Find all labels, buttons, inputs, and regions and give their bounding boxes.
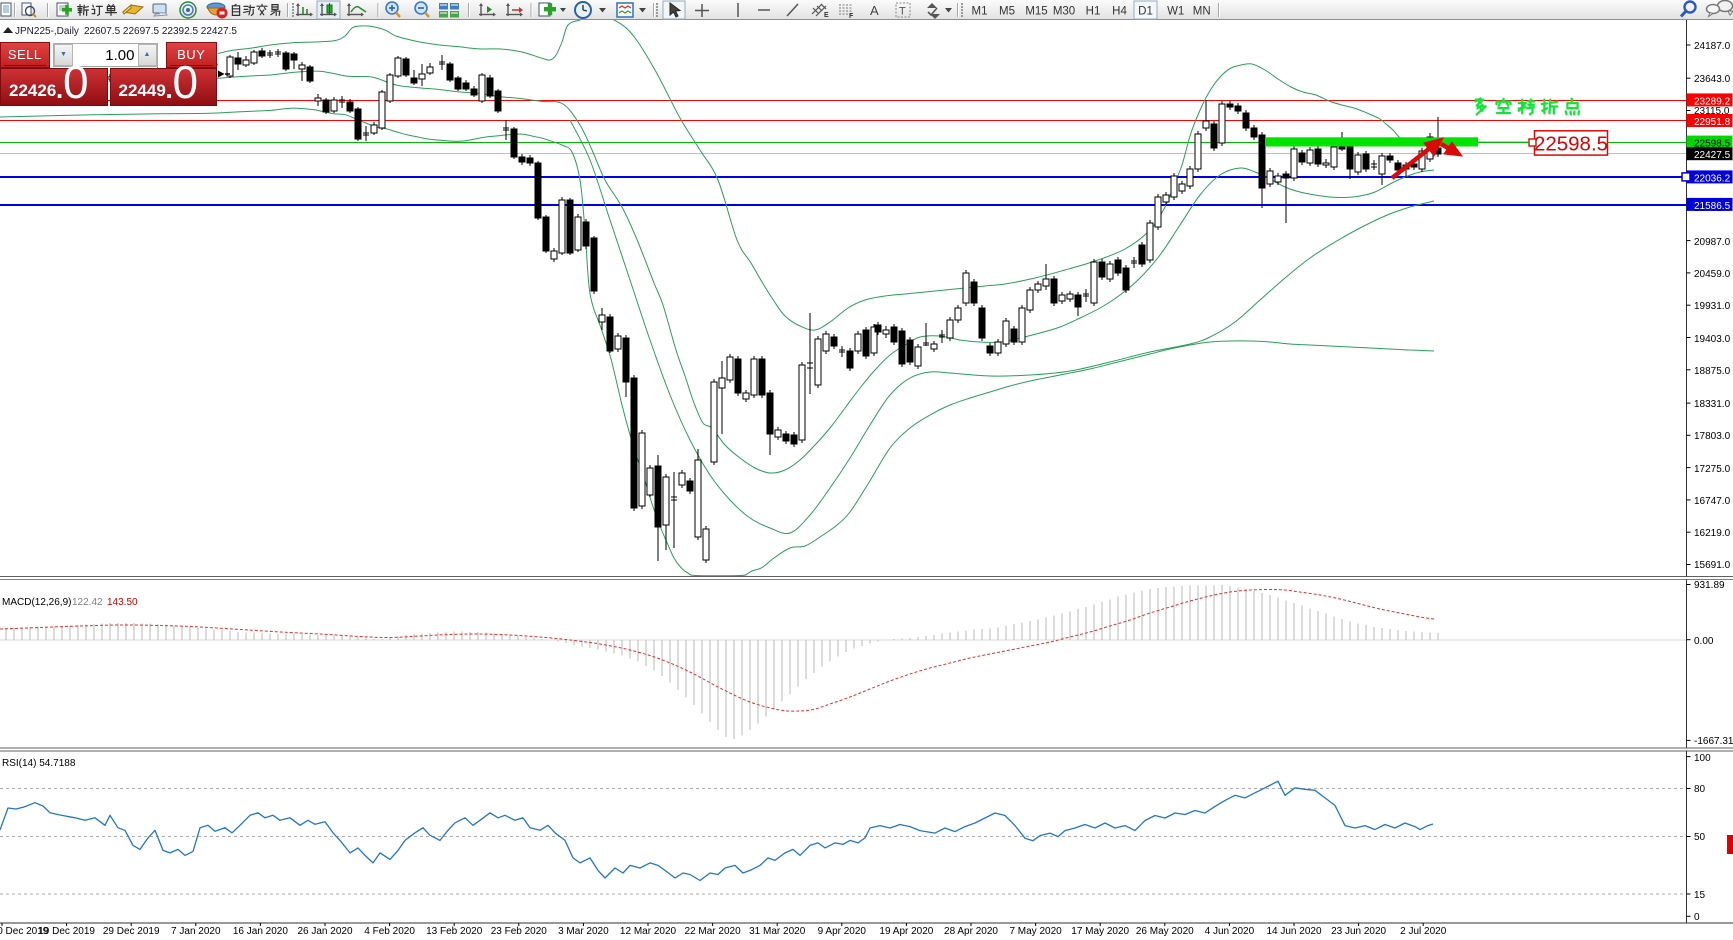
svg-text:17 May 2020: 17 May 2020 [1071,926,1129,937]
svg-text:E: E [824,12,829,19]
svg-text:122.42: 122.42 [72,597,103,608]
svg-text:50: 50 [1694,832,1706,843]
svg-text:7 May 2020: 7 May 2020 [1009,926,1062,937]
svg-text:W1: W1 [1167,6,1184,18]
svg-text:MN: MN [1193,6,1211,18]
svg-text:T: T [899,6,906,18]
svg-text:15691.0: 15691.0 [1694,560,1731,571]
svg-text:931.89: 931.89 [1694,580,1725,591]
svg-text:19403.0: 19403.0 [1694,334,1731,345]
svg-text:21586.5: 21586.5 [1694,201,1731,212]
svg-text:26 Jan 2020: 26 Jan 2020 [297,926,352,937]
svg-text:15: 15 [1694,890,1706,901]
svg-text:4 Jun 2020: 4 Jun 2020 [1205,926,1255,937]
svg-text:26 May 2020: 26 May 2020 [1136,926,1194,937]
svg-text:17803.0: 17803.0 [1694,431,1731,442]
svg-text:19 Dec 2019: 19 Dec 2019 [38,926,95,937]
svg-text:-1667.31: -1667.31 [1694,736,1733,747]
svg-text:F: F [849,13,854,20]
svg-text:100: 100 [1694,753,1711,764]
svg-text:12 Mar 2020: 12 Mar 2020 [620,926,677,937]
svg-text:22598.5: 22598.5 [1694,139,1731,150]
svg-text:24187.0: 24187.0 [1694,41,1731,52]
svg-text:RSI(14) 54.7188: RSI(14) 54.7188 [2,758,76,769]
svg-text:22607.5 22697.5 22392.5 22427.: 22607.5 22697.5 22392.5 22427.5 [84,26,237,37]
svg-text:JPN225-,Daily: JPN225-,Daily [15,26,79,37]
svg-text:2 Jul 2020: 2 Jul 2020 [1400,926,1447,937]
svg-text:D1: D1 [1138,6,1153,18]
svg-text:22598.5: 22598.5 [1534,133,1608,156]
svg-text:16 Jan 2020: 16 Jan 2020 [233,926,288,937]
svg-text:M30: M30 [1053,6,1075,18]
svg-text:13 Feb 2020: 13 Feb 2020 [426,926,483,937]
svg-text:31 Mar 2020: 31 Mar 2020 [749,926,806,937]
svg-text:4 Feb 2020: 4 Feb 2020 [364,926,415,937]
svg-text:28 Apr 2020: 28 Apr 2020 [944,926,998,937]
svg-text:19931.0: 19931.0 [1694,301,1731,312]
svg-text:20987.0: 20987.0 [1694,237,1731,248]
svg-text:M1: M1 [972,6,988,18]
svg-text:A: A [870,3,879,18]
svg-text:14 Jun 2020: 14 Jun 2020 [1266,926,1321,937]
svg-text:143.50: 143.50 [107,597,138,608]
svg-text:M5: M5 [999,6,1015,18]
svg-text:18875.0: 18875.0 [1694,366,1731,377]
svg-text:22 Mar 2020: 22 Mar 2020 [685,926,742,937]
svg-text:22427.5: 22427.5 [1694,150,1731,161]
svg-text:H4: H4 [1112,6,1127,18]
svg-text:18331.0: 18331.0 [1694,399,1731,410]
svg-text:80: 80 [1694,784,1706,795]
svg-text:20459.0: 20459.0 [1694,269,1731,280]
svg-text:23 Jun 2020: 23 Jun 2020 [1331,926,1386,937]
svg-text:23 Feb 2020: 23 Feb 2020 [491,926,548,937]
svg-text:29 Dec 2019: 29 Dec 2019 [103,926,160,937]
svg-text:16219.0: 16219.0 [1694,528,1731,539]
svg-text:MACD(12,26,9): MACD(12,26,9) [2,597,71,608]
svg-text:7 Jan 2020: 7 Jan 2020 [171,926,221,937]
svg-text:0: 0 [1694,912,1700,923]
svg-text:3 Mar 2020: 3 Mar 2020 [558,926,609,937]
svg-text:16747.0: 16747.0 [1694,496,1731,507]
svg-text:10 Dec 2019: 10 Dec 2019 [0,926,49,937]
svg-text:23643.0: 23643.0 [1694,74,1731,85]
svg-text:17275.0: 17275.0 [1694,464,1731,475]
svg-text:22951.8: 22951.8 [1694,117,1731,128]
svg-text:9 Apr 2020: 9 Apr 2020 [818,926,867,937]
svg-text:22036.2: 22036.2 [1694,173,1731,184]
svg-text:19 Apr 2020: 19 Apr 2020 [879,926,933,937]
svg-text:23115.0: 23115.0 [1694,106,1730,117]
svg-text:H1: H1 [1086,6,1101,18]
svg-text:M15: M15 [1025,6,1047,18]
svg-text:0.00: 0.00 [1694,636,1714,647]
svg-text:23289.2: 23289.2 [1694,96,1731,107]
